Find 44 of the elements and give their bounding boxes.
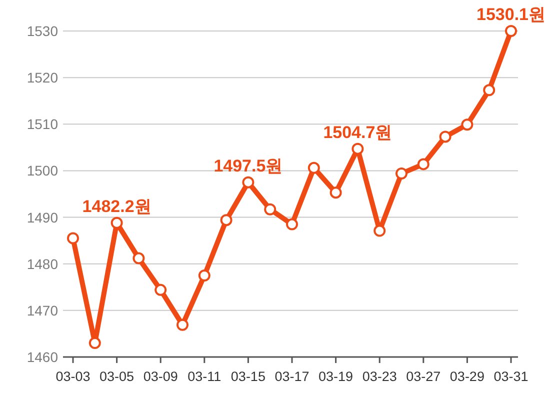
point	[220, 214, 232, 226]
x-tick-label: 03-03	[56, 369, 90, 384]
point	[439, 130, 452, 143]
point	[396, 168, 408, 180]
y-tick-label: 1510	[26, 116, 58, 132]
y-tick-label: 1480	[26, 256, 58, 272]
point	[176, 318, 188, 331]
annotation: 1530.1원	[476, 5, 546, 24]
x-tick-label: 03-05	[100, 369, 134, 384]
point	[132, 252, 145, 264]
x-tick-label: 03-11	[188, 369, 222, 384]
point	[110, 216, 123, 229]
point	[264, 203, 276, 216]
x-tick-label: 03-29	[450, 369, 484, 384]
y-tick-label: 1500	[26, 162, 58, 179]
annotation: 1482.2원	[82, 196, 152, 216]
point	[242, 176, 254, 188]
point	[308, 162, 320, 174]
y-tick-label: 1530	[26, 23, 58, 39]
point	[330, 186, 342, 199]
point	[286, 218, 298, 230]
x-tick-label: 03-23	[362, 369, 397, 384]
point	[67, 232, 79, 244]
y-tick-label: 1490	[26, 209, 58, 226]
point	[88, 337, 101, 350]
x-tick-label: 03-19	[318, 369, 354, 384]
data-label: 1504.7원	[323, 122, 392, 142]
point	[483, 84, 496, 96]
x-tick-label: 03-09	[143, 369, 178, 384]
x-tick-label: 03-31	[494, 369, 528, 384]
point	[154, 284, 167, 296]
y-tick-label: 1470	[26, 302, 58, 318]
point	[374, 224, 386, 237]
y-tick-label: 1520	[26, 70, 58, 86]
x-tick-label: 03-15	[230, 369, 266, 384]
point	[505, 25, 517, 37]
x-tick-label: 03-27	[406, 369, 441, 384]
point	[352, 142, 364, 155]
point	[461, 118, 474, 131]
point	[417, 158, 430, 170]
y-tick-label: 1460	[26, 349, 58, 365]
point	[198, 270, 210, 282]
data-label: 1497.5원	[214, 156, 283, 176]
x-tick-label: 03-17	[274, 369, 310, 384]
